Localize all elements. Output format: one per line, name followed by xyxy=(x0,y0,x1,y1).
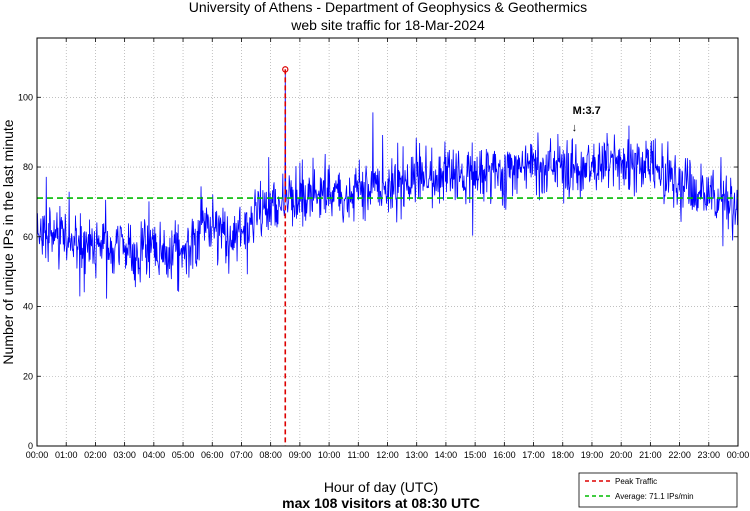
x-tick-label: 17:00 xyxy=(522,450,545,460)
x-tick-label: 00:00 xyxy=(727,450,750,460)
x-tick-label: 20:00 xyxy=(610,450,633,460)
x-tick-label: 01:00 xyxy=(55,450,78,460)
legend-peak-label: Peak Traffic xyxy=(615,477,657,486)
x-tick-label: 02:00 xyxy=(84,450,107,460)
x-tick-label: 00:00 xyxy=(26,450,49,460)
chart-title: University of Athens - Department of Geo… xyxy=(189,0,587,15)
legend: Peak Traffic Average: 71.1 IPs/min xyxy=(578,472,738,508)
x-tick-label: 15:00 xyxy=(464,450,487,460)
x-tick-label: 08:00 xyxy=(259,450,282,460)
x-tick-label: 04:00 xyxy=(143,450,166,460)
x-tick-label: 06:00 xyxy=(201,450,224,460)
x-tick-label: 21:00 xyxy=(639,450,662,460)
y-axis-ticks: 0 20 40 60 80 100 xyxy=(18,92,738,451)
x-tick-label: 14:00 xyxy=(435,450,458,460)
y-tick-label: 20 xyxy=(23,371,33,381)
peak-marker xyxy=(282,66,289,73)
x-tick-label: 12:00 xyxy=(376,450,399,460)
y-tick-label: 40 xyxy=(23,302,33,312)
magnitude-annotation: M:3.7 xyxy=(573,105,601,117)
x-tick-label: 13:00 xyxy=(405,450,428,460)
legend-box xyxy=(578,472,738,508)
x-tick-label: 22:00 xyxy=(668,450,691,460)
x-tick-label: 03:00 xyxy=(113,450,136,460)
y-tick-label: 100 xyxy=(18,92,33,102)
x-tick-label: 07:00 xyxy=(230,450,253,460)
legend-average-label: Average: 71.1 IPs/min xyxy=(615,492,694,501)
traffic-series xyxy=(36,69,739,299)
x-tick-label: 16:00 xyxy=(493,450,516,460)
y-axis-label: Number of unique IPs in the last minute xyxy=(0,119,16,364)
x-tick-label: 19:00 xyxy=(581,450,604,460)
peak-summary: max 108 visitors at 08:30 UTC xyxy=(282,495,480,511)
y-tick-label: 60 xyxy=(23,232,33,242)
reference-lines xyxy=(37,66,738,446)
x-tick-label: 11:00 xyxy=(347,450,369,460)
x-tick-label: 18:00 xyxy=(551,450,574,460)
down-arrow-icon: ↓ xyxy=(572,122,578,134)
y-tick-label: 0 xyxy=(28,441,33,451)
y-tick-label: 80 xyxy=(23,162,33,172)
chart-title-date: web site traffic for 18-Mar-2024 xyxy=(290,17,485,33)
x-tick-label: 10:00 xyxy=(318,450,341,460)
x-tick-label: 23:00 xyxy=(698,450,721,460)
x-axis-ticks: 00:00 01:00 02:00 03:00 04:00 05:00 06:00 07:00… xyxy=(26,38,750,460)
traffic-line xyxy=(36,69,739,299)
x-tick-label: 05:00 xyxy=(172,450,195,460)
x-tick-label: 09:00 xyxy=(289,450,312,460)
x-axis-label: Hour of day (UTC) xyxy=(324,479,438,495)
